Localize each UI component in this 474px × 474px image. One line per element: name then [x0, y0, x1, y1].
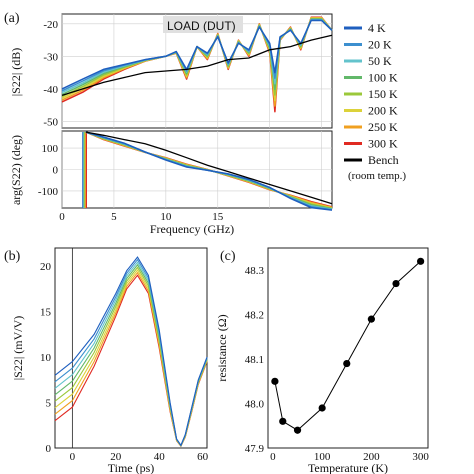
b-xlabel: Time (ps): [108, 461, 155, 474]
a-xtick-3: 15: [212, 211, 224, 223]
b-series-250K: [54, 271, 208, 448]
b-xtick-0: 0: [70, 451, 76, 463]
c-xlabel: Temperature (K): [308, 461, 388, 474]
c-series: [271, 257, 425, 434]
legend-label-8-b: (room temp.): [348, 170, 406, 182]
c-point-7: [417, 257, 425, 265]
a-top-ytick-3: -50: [43, 116, 58, 128]
legend-label-1: 20 K: [368, 38, 392, 52]
b-series-20K: [54, 258, 208, 447]
c-point-2: [293, 426, 302, 434]
b-series-150K: [54, 266, 208, 447]
b-series-4K: [54, 256, 208, 447]
c-xtick-1: 100: [314, 451, 331, 463]
c-xtick-2: 200: [363, 451, 380, 463]
c-ytick-1: 48.0: [245, 399, 265, 411]
b-frame: [54, 247, 208, 449]
a-bot-grid: [61, 131, 332, 208]
a-bot-series-bench: [85, 131, 333, 205]
legend-label-5: 200 K: [368, 104, 398, 118]
c-point-5: [367, 315, 375, 323]
a-bot-ytick-1: 0: [53, 165, 59, 177]
c-point-6: [392, 279, 400, 288]
a-top-ytick-2: -40: [43, 84, 58, 96]
b-xticks: 0 20 40 60: [70, 451, 209, 463]
a-top-series-bench: [61, 34, 333, 97]
c-point-4: [343, 359, 351, 368]
a-xlabel: Frequency (GHz): [150, 222, 234, 236]
b-series-200K: [54, 269, 208, 447]
c-ytick-0: 47.9: [245, 443, 265, 455]
a-top-yticks: -20 -30 -40 -50: [43, 19, 58, 129]
a-bot-yticks: 100 0 -100: [38, 143, 59, 198]
c-ylabel: resistance (Ω): [215, 314, 229, 381]
a-bot-ytick-2: -100: [38, 186, 59, 198]
panel-a: (a) LOAD (DUT) -20 -30 -40 -50 |S22| (dB) 1…: [4, 11, 406, 236]
b-xtick-3: 60: [197, 451, 209, 463]
a-top-series: [61, 16, 333, 113]
legend-label-7: 300 K: [368, 137, 398, 151]
a-bot-ytick-0: 100: [42, 143, 59, 155]
c-xtick-0: 0: [270, 451, 276, 463]
a-xtick-2: 10: [160, 211, 172, 223]
b-ytick-1: 5: [46, 398, 52, 410]
a-bot-series: [82, 131, 333, 211]
legend-label-3: 100 K: [368, 71, 398, 85]
b-xtick-2: 40: [154, 451, 166, 463]
b-ytick-4: 20: [40, 261, 52, 273]
panel-a-label: (a): [4, 11, 20, 26]
c-frame: [267, 247, 429, 449]
b-yticks: 0 5 10 15 20: [40, 261, 52, 455]
a-top-ytick-0: -20: [43, 19, 58, 31]
panel-c-label: (c): [220, 249, 236, 264]
legend-label-8: Bench: [368, 153, 399, 167]
a-bot-series-4K: [85, 131, 333, 211]
a-top-series-4K: [61, 19, 333, 90]
c-point-0: [271, 377, 279, 385]
panel-b: (b) 0 5 10 15 20 0 20 40 60 |S22| (mV/V) Time (…: [4, 247, 209, 474]
b-ytick-3: 15: [40, 307, 52, 319]
panel-c: (c) 47.9 48.0 48.1 48.2 48.3 0 100 200 300 resi…: [215, 247, 429, 474]
panel-b-label: (b): [4, 249, 21, 264]
c-ytick-2: 48.1: [245, 354, 264, 366]
b-xtick-1: 20: [110, 451, 122, 463]
c-yticks: 47.9 48.0 48.1 48.2 48.3: [245, 265, 265, 455]
b-ytick-0: 0: [46, 443, 52, 455]
a-bot-ylabel: arg(S22) (deg): [9, 135, 23, 205]
a-xticks: 0 5 10 15: [59, 211, 224, 223]
legend-label-4: 150 K: [368, 87, 398, 101]
c-xticks: 0 100 200 300: [270, 451, 429, 463]
legend-label-6: 250 K: [368, 120, 398, 134]
a-xtick-0: 0: [59, 211, 65, 223]
a-annotation: LOAD (DUT): [167, 19, 236, 33]
a-annotation-bg: [163, 16, 243, 33]
c-ytick-3: 48.2: [245, 310, 264, 322]
a-legend: 4 K 20 K 50 K 100 K 150 K 200 K 250 K 300 K Benc…: [344, 21, 406, 182]
b-series: [54, 256, 208, 448]
c-point-3: [318, 404, 326, 412]
a-top-ylabel: |S22| (dB): [9, 48, 23, 96]
legend-label-2: 50 K: [368, 54, 392, 68]
c-line: [274, 260, 421, 431]
b-ytick-2: 10: [40, 352, 52, 364]
c-xtick-3: 300: [412, 451, 429, 463]
a-top-ytick-1: -30: [43, 51, 58, 63]
b-ylabel: |S22| (mV/V): [11, 316, 25, 380]
c-ytick-4: 48.3: [245, 265, 265, 277]
c-point-1: [279, 417, 287, 425]
legend-label-0: 4 K: [368, 21, 386, 35]
a-xtick-1: 5: [111, 211, 117, 223]
b-series-50K: [54, 261, 208, 447]
